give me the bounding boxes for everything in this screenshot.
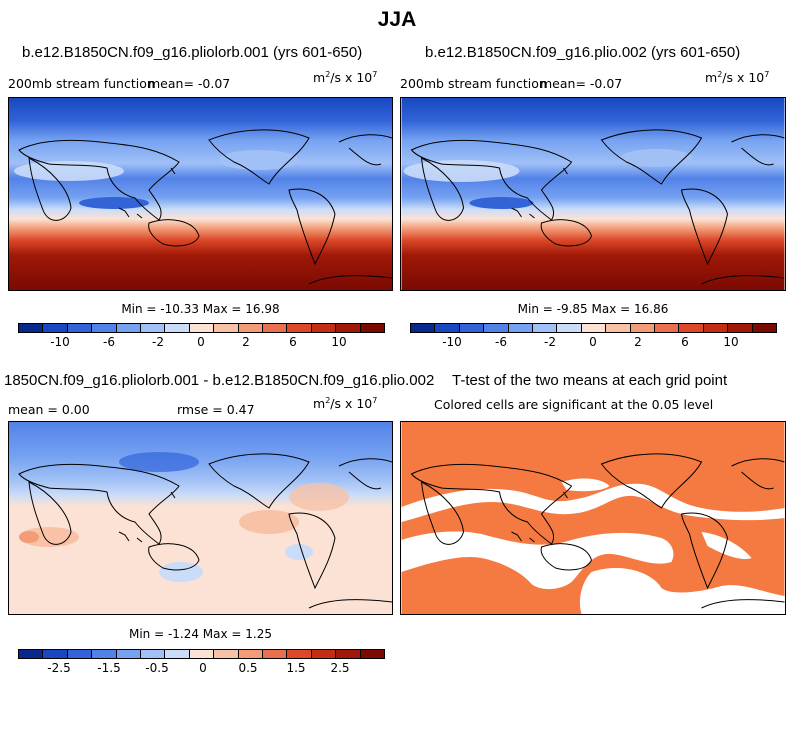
panel2-tick: -2	[544, 335, 556, 349]
panel3-tick: -0.5	[145, 661, 169, 675]
panel3-tick: -2.5	[47, 661, 71, 675]
panel2-tick: -6	[495, 335, 507, 349]
swatch	[287, 324, 312, 332]
swatch	[360, 324, 385, 332]
panel1-map	[8, 97, 393, 291]
swatch	[238, 324, 264, 332]
panel1-tick: 10	[331, 335, 347, 349]
swatch	[263, 650, 288, 658]
panel2-map	[400, 97, 786, 291]
panel2-tick: 0	[589, 335, 597, 349]
panel1-minmax: Min = -10.33 Max = 16.98	[121, 302, 280, 316]
panel4-title: T-test of the two means at each grid poi…	[452, 372, 728, 389]
panel2-tick: 2	[634, 335, 642, 349]
panel3-map	[8, 421, 393, 615]
swatch	[630, 324, 656, 332]
panel1-tick: -10	[50, 335, 70, 349]
swatch	[459, 324, 485, 332]
panel1-title: b.e12.B1850CN.f09_g16.pliolorb.001 (yrs …	[22, 44, 363, 61]
swatch	[238, 650, 264, 658]
swatch	[116, 650, 142, 658]
swatch	[189, 650, 215, 658]
swatch	[752, 324, 777, 332]
panel2-colorbar	[410, 323, 777, 333]
swatch	[411, 324, 436, 332]
swatch	[484, 324, 509, 332]
panel4-subtitle: Colored cells are significant at the 0.0…	[434, 397, 714, 412]
panel2-units: m2/s x 107	[705, 70, 770, 86]
panel3-tick: -1.5	[97, 661, 121, 675]
swatch	[336, 650, 361, 658]
swatch	[557, 324, 582, 332]
panel2-tick: 10	[723, 335, 739, 349]
panel1-tick: 0	[197, 335, 205, 349]
panel1-mean: mean= -0.07	[148, 76, 231, 91]
swatch	[92, 324, 117, 332]
panel3-mean: mean = 0.00	[8, 402, 90, 417]
panel3-minmax: Min = -1.24 Max = 1.25	[128, 627, 273, 641]
swatch	[67, 324, 93, 332]
swatch	[655, 324, 680, 332]
swatch	[116, 324, 142, 332]
panel1-colorbar	[18, 323, 385, 333]
swatch	[508, 324, 534, 332]
swatch	[189, 324, 215, 332]
swatch	[165, 324, 190, 332]
swatch	[311, 650, 337, 658]
swatch	[581, 324, 607, 332]
panel1-map-svg	[9, 98, 392, 290]
swatch	[67, 650, 93, 658]
swatch	[214, 324, 239, 332]
panel3-tick: 2.5	[330, 661, 350, 675]
swatch	[92, 650, 117, 658]
panel1-variable: 200mb stream function	[8, 76, 155, 91]
panel3-rmse: rmse = 0.47	[177, 402, 255, 417]
swatch	[606, 324, 631, 332]
swatch	[533, 324, 558, 332]
swatch	[287, 650, 312, 658]
panel1-tick: -2	[152, 335, 164, 349]
swatch	[728, 324, 753, 332]
panel1-tick: 2	[242, 335, 250, 349]
swatch	[43, 324, 68, 332]
panel3-tick: 1.5	[286, 661, 306, 675]
panel3-tick: 0	[199, 661, 207, 675]
panel4-map	[400, 421, 786, 615]
figure-title: JJA	[377, 8, 417, 31]
panel2-tick: -10	[442, 335, 462, 349]
panel3-title: 1850CN.f09_g16.pliolorb.001 - b.e12.B185…	[4, 372, 435, 389]
swatch	[336, 324, 361, 332]
swatch	[43, 650, 68, 658]
panel1-tick: -6	[103, 335, 115, 349]
panel2-mean: mean= -0.07	[540, 76, 623, 91]
panel3-map-svg	[9, 422, 392, 614]
swatch	[141, 650, 166, 658]
swatch	[435, 324, 460, 332]
panel3-units: m2/s x 107	[313, 396, 378, 412]
panel2-tick: 6	[681, 335, 689, 349]
swatch	[19, 650, 44, 658]
panel3-tick: 0.5	[238, 661, 258, 675]
swatch	[263, 324, 288, 332]
panel2-variable: 200mb stream function	[400, 76, 547, 91]
swatch	[141, 324, 166, 332]
panel1-units: m2/s x 107	[313, 70, 378, 86]
swatch	[214, 650, 239, 658]
panel2-map-svg	[401, 98, 785, 290]
swatch	[165, 650, 190, 658]
swatch	[311, 324, 337, 332]
swatch	[703, 324, 729, 332]
swatch	[360, 650, 385, 658]
panel4-map-svg	[401, 422, 785, 614]
panel1-tick: 6	[289, 335, 297, 349]
panel3-colorbar	[18, 649, 385, 659]
panel2-title: b.e12.B1850CN.f09_g16.plio.002 (yrs 601-…	[425, 44, 741, 61]
swatch	[679, 324, 704, 332]
swatch	[19, 324, 44, 332]
panel2-minmax: Min = -9.85 Max = 16.86	[517, 302, 669, 316]
